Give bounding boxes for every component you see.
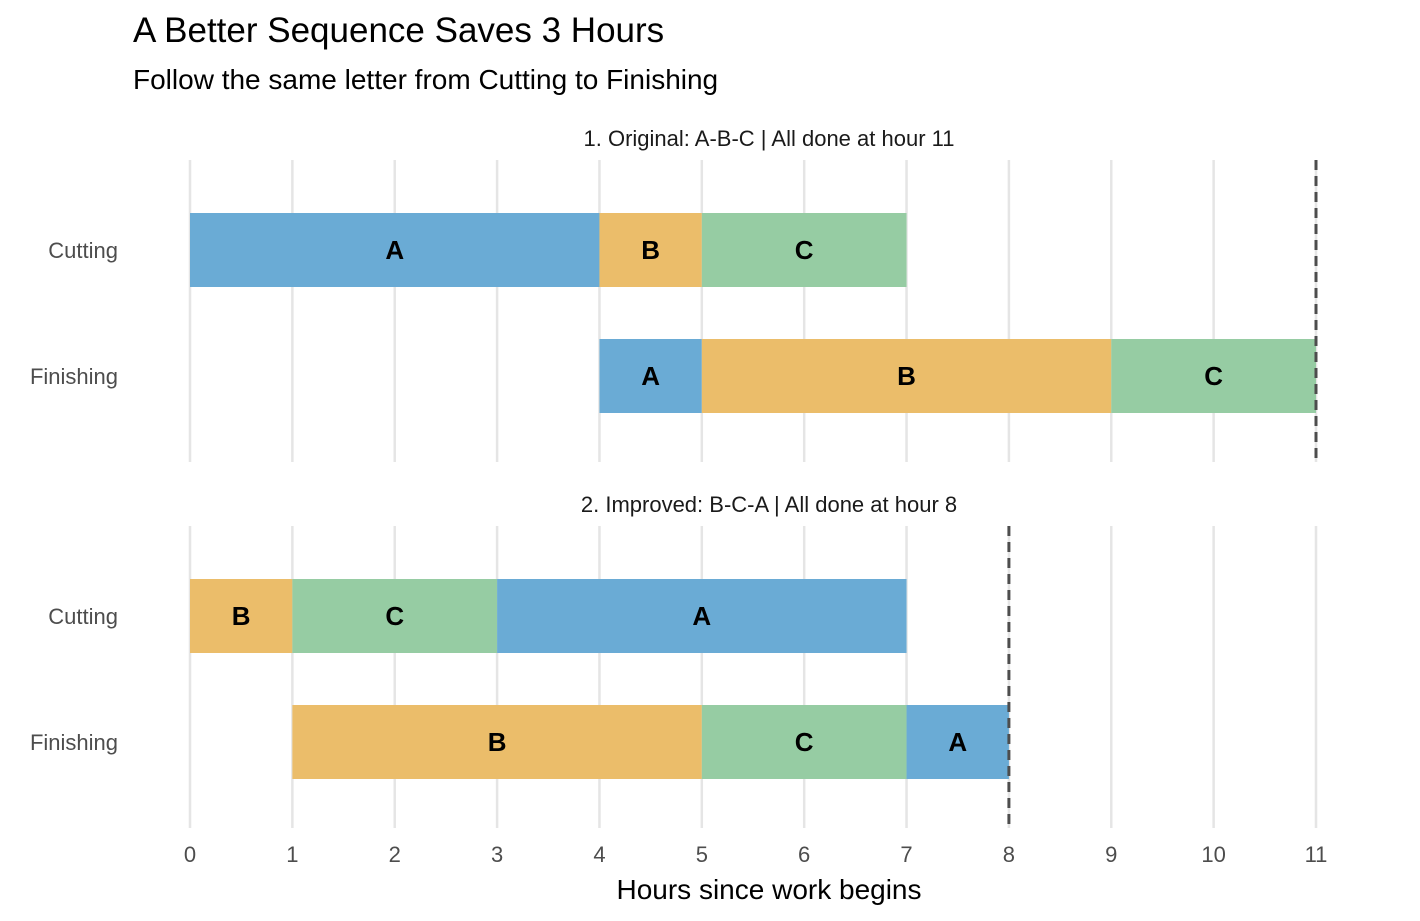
x-tick-label: 8 xyxy=(1003,842,1015,867)
x-tick-label: 2 xyxy=(389,842,401,867)
bar-label: A xyxy=(692,601,711,631)
panel-title: 1. Original: A-B-C | All done at hour 11 xyxy=(584,126,955,151)
bar-segment-c xyxy=(292,579,498,653)
bar-label: B xyxy=(232,601,251,631)
bar-segment-a xyxy=(497,579,907,653)
bar-segment-c xyxy=(701,705,907,779)
x-tick-label: 9 xyxy=(1105,842,1117,867)
bar-segment-b xyxy=(599,213,702,287)
x-tick-label: 4 xyxy=(593,842,605,867)
x-axis: 0 1 2 3 4 5 6 7 8 9 10 11 xyxy=(184,842,1328,867)
bar-segment-b xyxy=(701,339,1112,413)
bar-label: C xyxy=(1204,361,1223,391)
panel-title: 2. Improved: B-C-A | All done at hour 8 xyxy=(581,492,957,517)
bar-label: B xyxy=(488,727,507,757)
x-tick-label: 0 xyxy=(184,842,196,867)
row-label: Cutting xyxy=(48,238,118,263)
chart-title: A Better Sequence Saves 3 Hours xyxy=(133,11,664,50)
bar-label: B xyxy=(897,361,916,391)
bar-segment-c xyxy=(1111,339,1316,413)
panel-1: 1. Original: A-B-C | All done at hour 11… xyxy=(30,126,1318,462)
bar-segment-a xyxy=(190,213,600,287)
bar-segment-c xyxy=(701,213,907,287)
chart-subtitle: Follow the same letter from Cutting to F… xyxy=(133,64,718,95)
bar-segment-a xyxy=(906,705,1009,779)
bar-label: A xyxy=(948,727,967,757)
bar-label: C xyxy=(795,727,814,757)
panels-layer: 1. Original: A-B-C | All done at hour 11… xyxy=(30,126,1318,828)
row-label: Finishing xyxy=(30,730,118,755)
bar-label: C xyxy=(385,601,404,631)
bar-segment-a xyxy=(599,339,702,413)
x-tick-label: 6 xyxy=(798,842,810,867)
bar-label: A xyxy=(641,361,660,391)
bar-segment-b xyxy=(190,579,293,653)
x-tick-label: 5 xyxy=(696,842,708,867)
x-tick-label: 10 xyxy=(1201,842,1225,867)
bar-label: A xyxy=(385,235,404,265)
bar-segment-b xyxy=(292,705,702,779)
bar-label: C xyxy=(795,235,814,265)
row-label: Finishing xyxy=(30,364,118,389)
row-label: Cutting xyxy=(48,604,118,629)
bar-label: B xyxy=(641,235,660,265)
panel-2: 2. Improved: B-C-A | All done at hour 8 C… xyxy=(30,492,1318,828)
x-tick-label: 1 xyxy=(286,842,298,867)
x-tick-label: 11 xyxy=(1305,842,1328,867)
x-tick-label: 7 xyxy=(900,842,912,867)
x-tick-label: 3 xyxy=(491,842,503,867)
x-axis-title: Hours since work begins xyxy=(616,874,921,905)
